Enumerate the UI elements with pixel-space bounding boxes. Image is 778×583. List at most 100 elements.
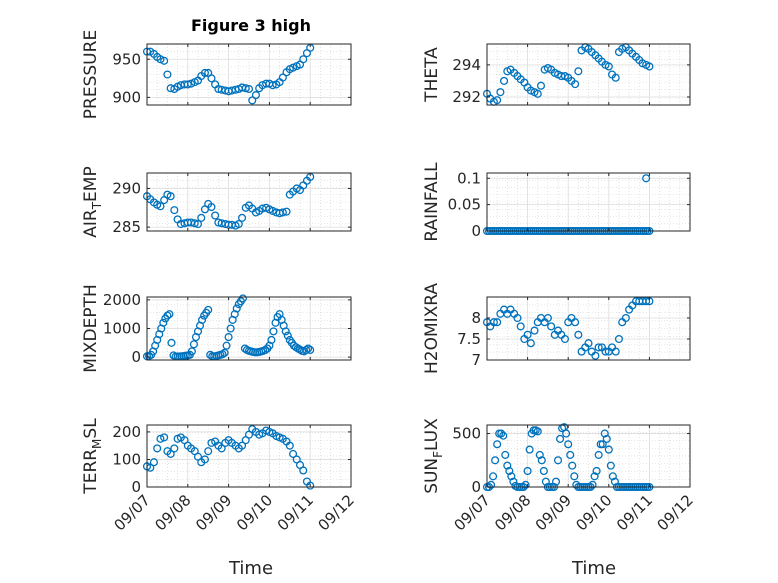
- data-point: [166, 192, 175, 201]
- data-point: [244, 84, 254, 94]
- data-point: [592, 466, 601, 476]
- y-tick-label: 0.05: [448, 196, 481, 214]
- data-point: [160, 433, 169, 442]
- panel-air_temp: 285 290 AIRTEMP: [81, 166, 352, 238]
- data-point: [535, 450, 544, 459]
- data-point: [594, 450, 603, 459]
- data-point: [611, 73, 620, 82]
- data-point: [505, 466, 514, 476]
- data-point: [642, 297, 651, 306]
- panel-theta: 292 294 THETA: [422, 43, 691, 106]
- series-mixdepth: [142, 294, 315, 361]
- data-point: [489, 318, 498, 327]
- data-point: [156, 202, 165, 211]
- series-theta: [482, 43, 654, 106]
- data-point: [588, 480, 597, 489]
- data-point: [600, 429, 609, 438]
- data-point: [547, 322, 556, 331]
- series-terr_msl: [142, 425, 315, 490]
- data-point: [539, 466, 548, 476]
- data-point: [299, 466, 308, 475]
- y-tick-label: 0: [131, 348, 141, 366]
- data-point: [268, 206, 277, 215]
- data-point: [204, 305, 213, 314]
- data-point: [499, 431, 508, 440]
- x-axis-label-left: Time: [228, 558, 273, 579]
- data-point: [166, 449, 175, 458]
- data-point: [306, 481, 315, 490]
- data-point: [584, 339, 593, 348]
- data-point: [501, 450, 510, 459]
- data-point: [566, 450, 575, 459]
- data-point: [269, 327, 278, 336]
- data-point: [234, 219, 243, 229]
- data-point: [541, 477, 550, 486]
- data-point: [570, 472, 579, 481]
- series-air_temp: [142, 172, 315, 230]
- data-point: [156, 434, 165, 443]
- data-point: [602, 434, 611, 443]
- data-point: [525, 445, 534, 454]
- y-axis-label: PRESSURE: [81, 30, 101, 119]
- data-point: [248, 96, 257, 105]
- data-point: [204, 447, 213, 456]
- data-point: [226, 324, 235, 333]
- data-point: [200, 68, 209, 78]
- data-point: [193, 219, 203, 229]
- data-point: [278, 208, 287, 217]
- data-point: [289, 63, 298, 72]
- data-point: [497, 429, 506, 438]
- data-point: [291, 343, 300, 352]
- data-point: [598, 440, 607, 449]
- data-point: [491, 456, 500, 465]
- data-point: [571, 318, 580, 327]
- data-point: [645, 62, 654, 71]
- data-point: [604, 62, 613, 71]
- y-axis-label: THETA: [422, 47, 442, 103]
- data-point: [207, 74, 216, 83]
- figure-title: Figure 3 high: [191, 16, 311, 35]
- data-point: [187, 79, 196, 88]
- axes-box: [486, 424, 691, 488]
- y-tick-label: 500: [452, 425, 481, 443]
- data-point: [281, 327, 290, 336]
- data-point: [638, 59, 647, 68]
- data-point: [187, 347, 196, 356]
- y-tick-label: 200: [112, 423, 141, 441]
- y-tick-label: 7: [471, 351, 481, 369]
- y-tick-label: 0.1: [457, 169, 481, 187]
- data-point: [556, 434, 565, 443]
- data-point: [562, 429, 571, 438]
- data-point: [509, 477, 518, 486]
- data-point: [521, 480, 530, 489]
- y-tick-label: 8: [471, 309, 481, 327]
- data-point: [211, 211, 220, 220]
- data-point: [268, 81, 277, 90]
- data-point: [533, 89, 542, 98]
- data-point: [170, 444, 179, 453]
- data-point: [165, 310, 174, 319]
- data-point: [306, 345, 315, 355]
- data-point: [220, 348, 229, 357]
- y-tick-label: 1000: [103, 320, 141, 338]
- data-point: [493, 440, 502, 449]
- data-point: [198, 315, 207, 324]
- data-point: [283, 331, 292, 340]
- data-point: [493, 96, 502, 105]
- data-point: [608, 472, 617, 481]
- data-point: [487, 480, 496, 489]
- data-point: [189, 340, 198, 349]
- panel-h2omixra: 7 7.5 8 H2OMIXRA: [422, 283, 691, 374]
- y-tick-label: 0: [471, 478, 481, 496]
- x-axis-label-right: Time: [571, 558, 616, 579]
- data-point: [200, 455, 209, 464]
- y-tick-label: 100: [112, 450, 141, 468]
- data-point: [606, 461, 615, 470]
- data-point: [543, 313, 552, 323]
- axes-box: [486, 172, 691, 232]
- panel-pressure: 900 950 PRESSURE: [81, 30, 352, 119]
- data-point: [500, 76, 509, 85]
- data-point: [571, 80, 580, 89]
- data-point: [507, 472, 516, 481]
- axes-box: [146, 43, 352, 106]
